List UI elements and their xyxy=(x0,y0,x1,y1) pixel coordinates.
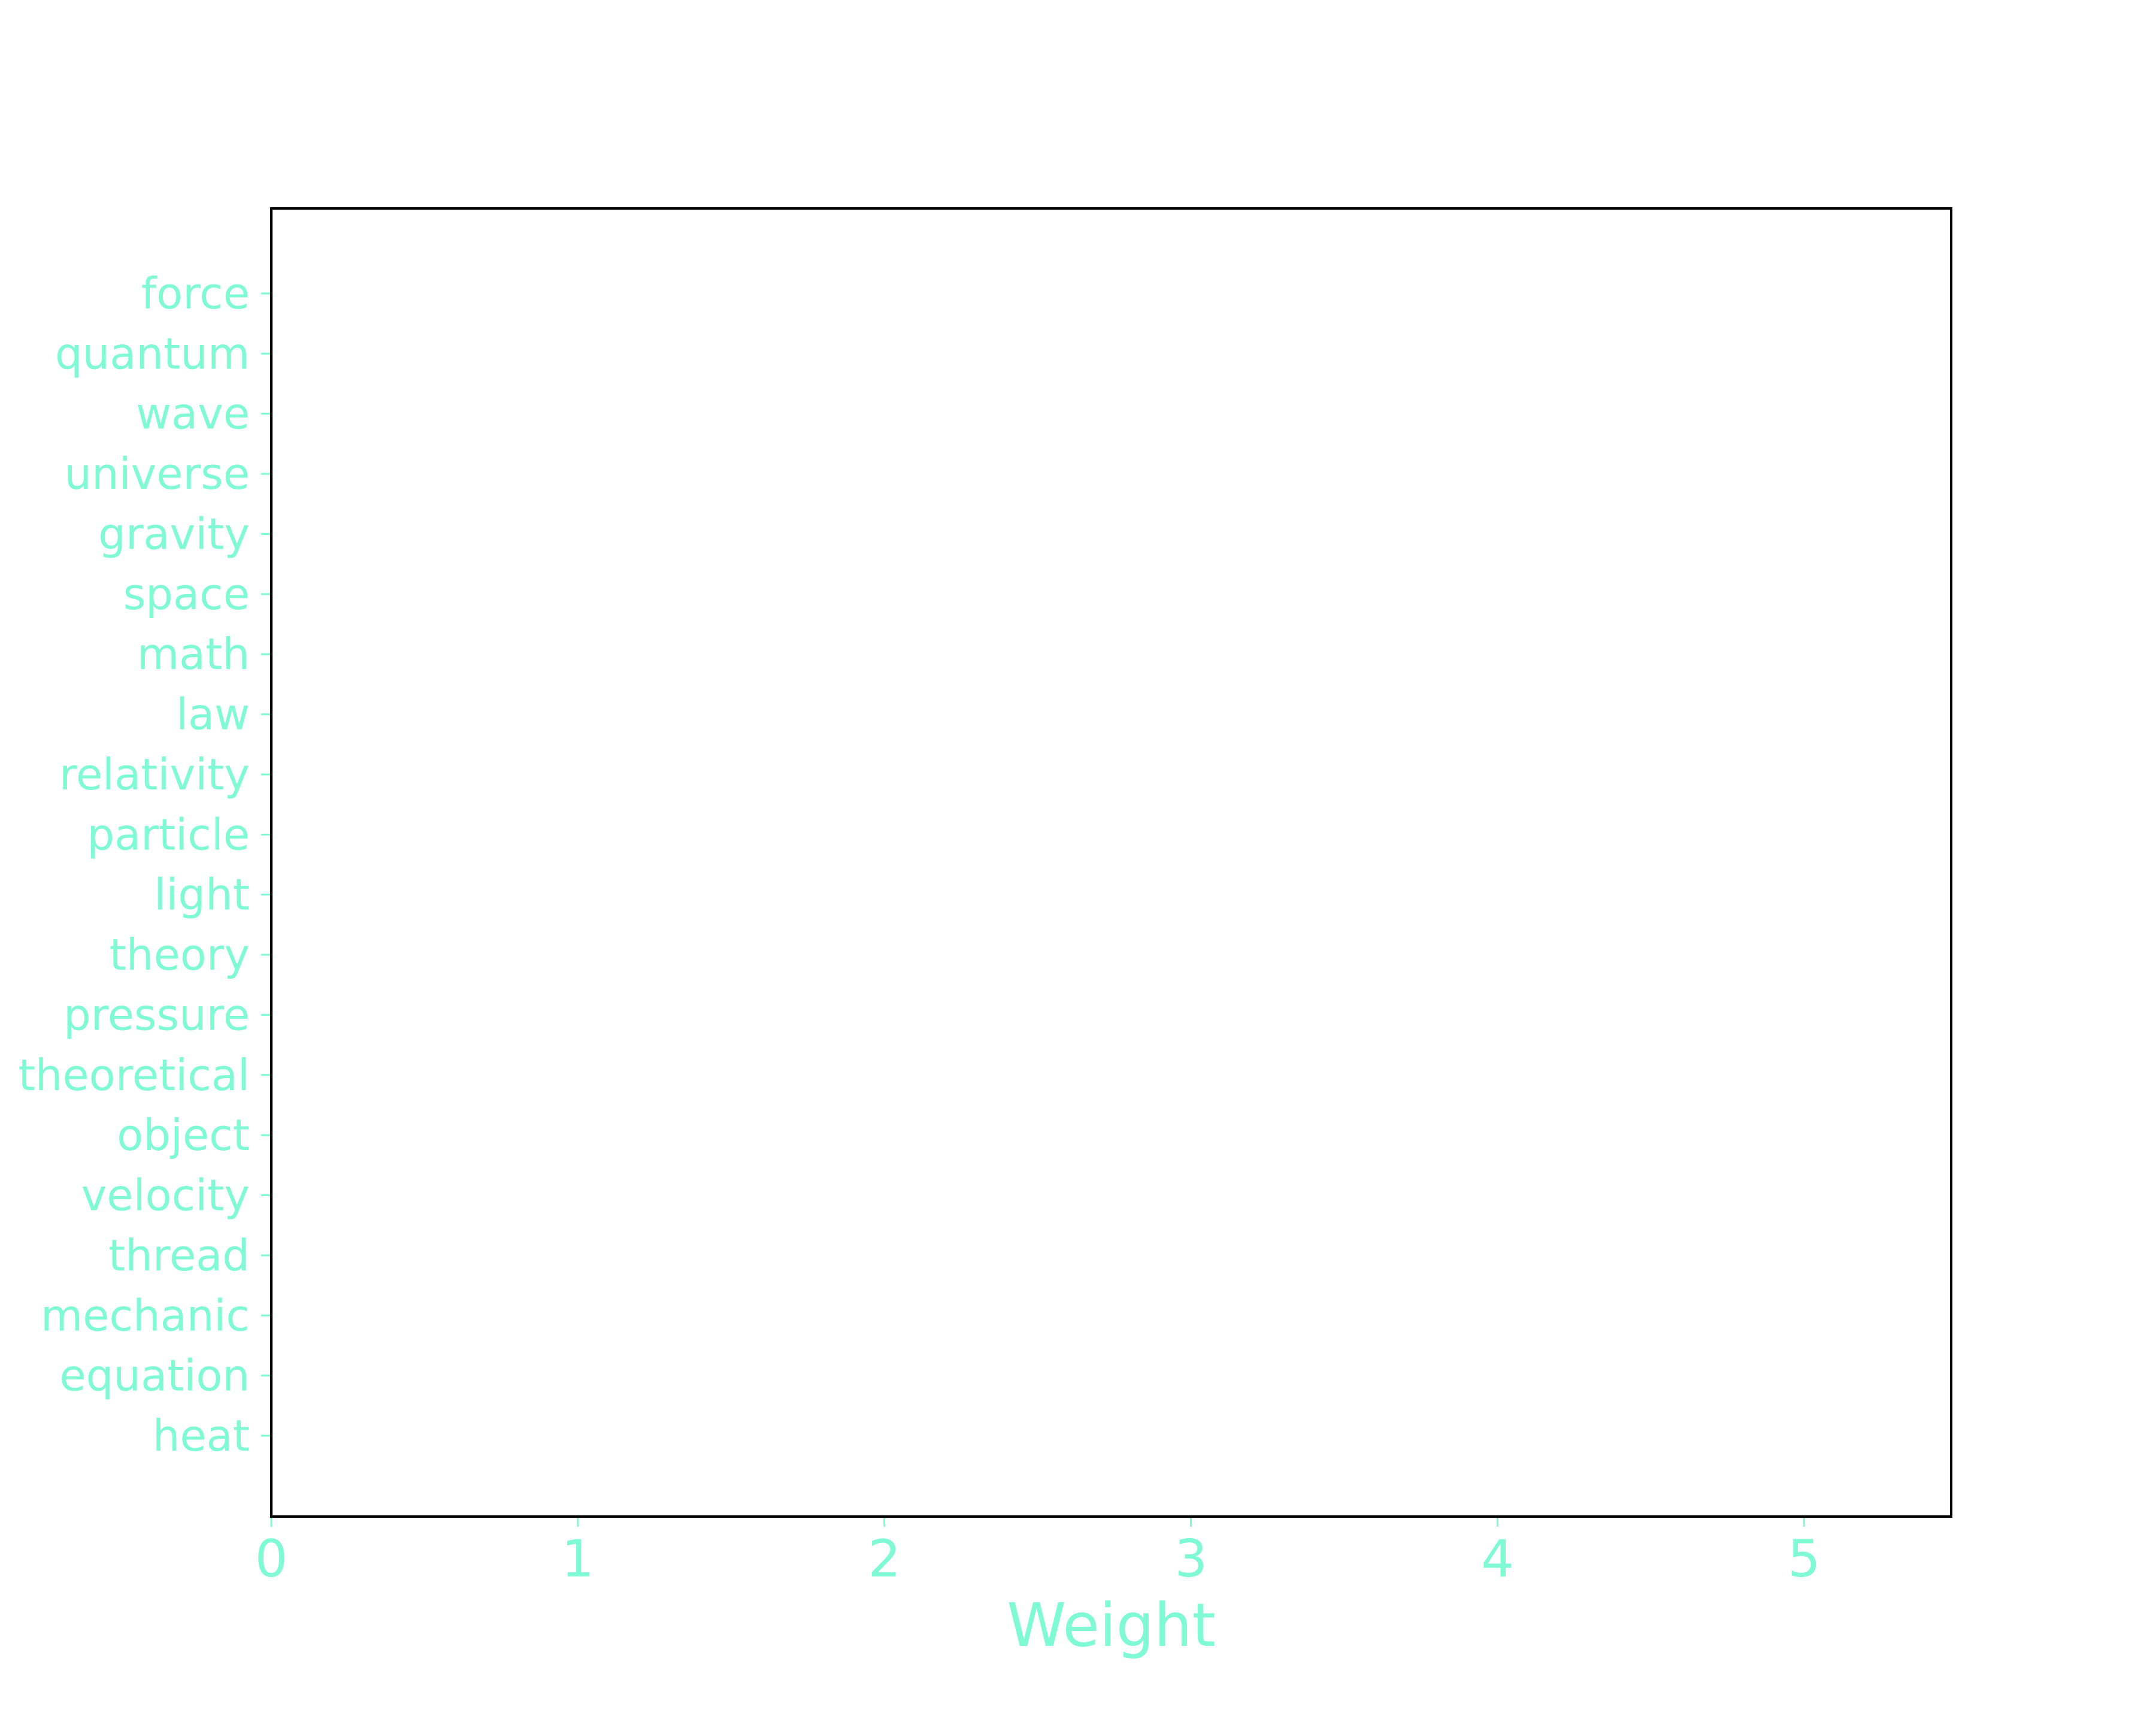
y-tick-label: wave xyxy=(136,389,250,439)
y-tick-label: law xyxy=(176,689,250,740)
x-tick-label: 5 xyxy=(1788,1529,1821,1589)
y-tick-label: velocity xyxy=(81,1170,250,1221)
y-tick-label: thread xyxy=(108,1230,250,1281)
y-tick-label: pressure xyxy=(63,989,250,1040)
x-tick-label: 3 xyxy=(1174,1529,1207,1589)
x-tick-label: 4 xyxy=(1481,1529,1514,1589)
y-tick-label: quantum xyxy=(55,328,250,379)
x-axis: 0 1 2 3 4 5 xyxy=(255,1517,1821,1589)
y-tick-label: light xyxy=(154,870,250,920)
y-tick-label: force xyxy=(141,268,250,319)
y-tick-label: gravity xyxy=(98,509,250,559)
y-tick-label: universe xyxy=(64,449,250,499)
y-axis: force quantum wave universe gravity space math… xyxy=(19,268,271,1461)
y-tick-label: equation xyxy=(59,1351,250,1401)
x-axis-label: Weight xyxy=(1007,1590,1215,1660)
plot-frame xyxy=(270,207,1953,1518)
y-tick-label: space xyxy=(123,569,250,619)
x-tick-label: 2 xyxy=(868,1529,901,1589)
y-tick-label: mechanic xyxy=(41,1290,250,1340)
y-tick-label: relativity xyxy=(59,749,250,800)
y-tick-label: particle xyxy=(87,809,250,860)
y-tick-label: theory xyxy=(110,930,250,980)
y-tick-label: heat xyxy=(153,1411,250,1461)
y-tick-label: math xyxy=(137,629,250,679)
y-tick-label: theoretical xyxy=(19,1050,250,1100)
x-tick-label: 0 xyxy=(255,1529,288,1589)
y-tick-label: object xyxy=(117,1110,250,1160)
x-tick-label: 1 xyxy=(562,1529,595,1589)
